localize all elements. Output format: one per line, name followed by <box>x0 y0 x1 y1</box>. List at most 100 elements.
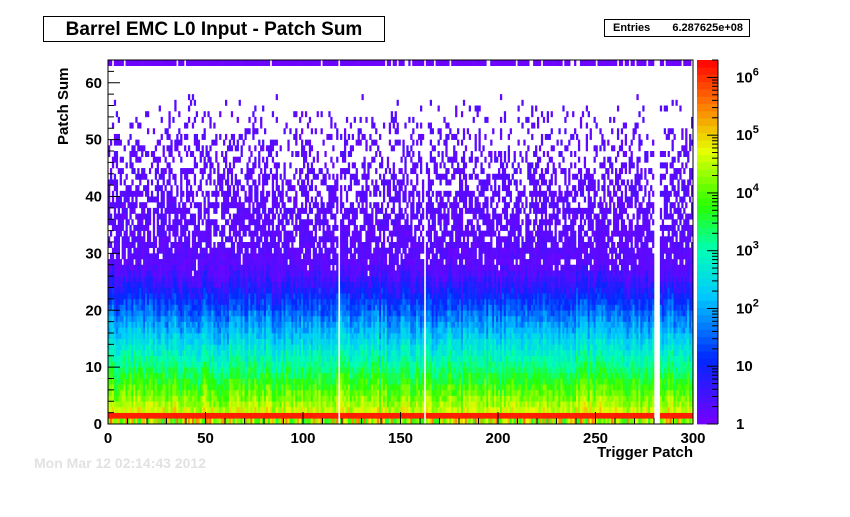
heatmap-cell <box>221 190 224 197</box>
heatmap-cell <box>291 361 294 368</box>
heatmap-cell <box>205 264 208 271</box>
heatmap-cell <box>289 207 292 214</box>
heatmap-cell <box>176 367 179 374</box>
heatmap-cell <box>265 418 269 425</box>
heatmap-cell <box>250 276 253 283</box>
heatmap-cell <box>320 401 323 408</box>
heatmap-cell <box>250 60 253 66</box>
heatmap-cell <box>207 389 210 396</box>
heatmap-cell <box>174 406 177 413</box>
heatmap-cell <box>221 293 224 300</box>
heatmap-cell <box>113 270 117 277</box>
heatmap-cell <box>152 361 156 368</box>
heatmap-cell <box>330 259 333 266</box>
heatmap-cell <box>189 276 193 283</box>
heatmap-cell <box>162 406 165 413</box>
heatmap-cell <box>170 395 173 402</box>
heatmap-cell <box>271 298 275 305</box>
heatmap-cell <box>281 253 284 260</box>
heatmap-cell <box>322 304 325 311</box>
heatmap-cell <box>228 378 232 385</box>
heatmap-cell <box>234 196 237 203</box>
heatmap-cell <box>160 310 163 317</box>
heatmap-cell <box>152 259 156 266</box>
heatmap-cell <box>145 333 148 339</box>
heatmap-cell <box>133 315 136 322</box>
heatmap-cell <box>168 60 171 66</box>
heatmap-cell <box>232 310 236 317</box>
heatmap-cell <box>252 355 255 362</box>
heatmap-cell <box>271 378 275 385</box>
heatmap-cell <box>162 287 165 294</box>
heatmap-cell <box>310 361 314 368</box>
heatmap-cell <box>209 287 212 294</box>
heatmap-cell <box>291 60 294 66</box>
heatmap-cell <box>147 310 150 317</box>
heatmap-cell <box>178 151 181 157</box>
heatmap-cell <box>314 230 317 237</box>
heatmap-cell <box>178 242 181 248</box>
heatmap-cell <box>187 190 191 197</box>
heatmap-cell <box>232 230 236 237</box>
heatmap-cell <box>252 395 255 402</box>
heatmap-cell <box>121 350 124 357</box>
heatmap-cell <box>199 378 202 385</box>
heatmap-cell <box>168 264 171 271</box>
heatmap-cell <box>242 333 245 339</box>
heatmap-cell <box>145 355 148 362</box>
heatmap-cell <box>219 401 222 408</box>
heatmap-cell <box>279 190 282 197</box>
heatmap-cell <box>234 156 237 163</box>
heatmap-cell <box>119 276 122 283</box>
heatmap-cell <box>242 338 245 345</box>
heatmap-cell <box>221 406 224 413</box>
heatmap-cell <box>108 145 111 152</box>
heatmap-cell <box>275 202 278 209</box>
heatmap-cell <box>260 355 263 362</box>
heatmap-cell <box>203 412 206 419</box>
heatmap-cell <box>285 213 288 220</box>
heatmap-cell <box>119 372 122 379</box>
heatmap-cell <box>228 287 232 294</box>
heatmap-cell <box>219 247 222 254</box>
heatmap-cell <box>236 367 239 374</box>
heatmap-cell <box>162 361 165 368</box>
heatmap-cell <box>328 355 331 362</box>
heatmap-cell <box>310 344 314 351</box>
heatmap-cell <box>143 270 146 277</box>
heatmap-cell <box>258 259 261 266</box>
heatmap-cell <box>242 372 245 379</box>
heatmap-cell <box>226 344 230 351</box>
heatmap-cell <box>137 236 140 243</box>
heatmap-cell <box>275 264 278 271</box>
heatmap-cell <box>285 253 288 260</box>
heatmap-cell <box>318 298 321 305</box>
heatmap-cell <box>312 401 315 408</box>
heatmap-cell <box>211 281 214 288</box>
heatmap-cell <box>121 213 124 220</box>
heatmap-cell <box>184 310 187 317</box>
heatmap-cell <box>201 321 204 328</box>
heatmap-cell <box>238 99 241 106</box>
heatmap-cell <box>225 202 228 209</box>
heatmap-cell <box>306 281 310 288</box>
heatmap-cell <box>156 247 159 254</box>
heatmap-cell <box>244 361 247 368</box>
heatmap-cell <box>232 202 236 209</box>
heatmap-cell <box>119 355 122 362</box>
heatmap-cell <box>135 406 138 413</box>
heatmap-cell <box>125 378 128 385</box>
heatmap-cell <box>145 401 148 408</box>
heatmap-cell <box>187 378 191 385</box>
heatmap-cell <box>113 185 117 192</box>
heatmap-cell <box>275 338 278 345</box>
heatmap-cell <box>195 378 198 385</box>
heatmap-cell <box>115 196 119 203</box>
heatmap-cell <box>197 361 200 368</box>
heatmap-cell <box>246 242 249 248</box>
heatmap-cell <box>141 372 144 379</box>
heatmap-cell <box>186 270 189 277</box>
heatmap-cell <box>180 253 183 260</box>
heatmap-cell <box>322 179 325 186</box>
heatmap-cell <box>147 219 150 226</box>
